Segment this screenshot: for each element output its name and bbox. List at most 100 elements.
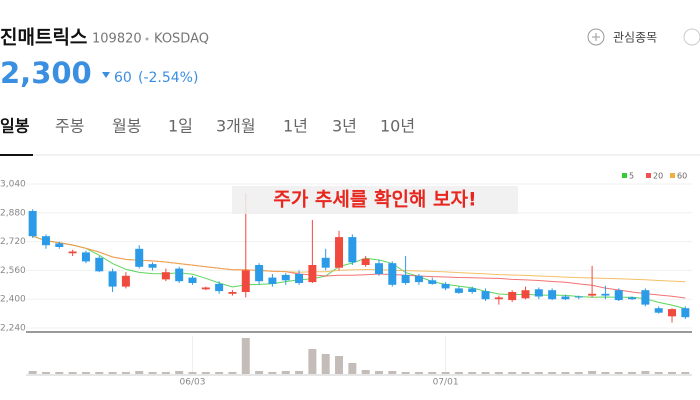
- y-tick-label: 2,400: [0, 295, 26, 305]
- tab[interactable]: 3년: [332, 117, 357, 136]
- volume-bar: [55, 372, 64, 374]
- volume-bar: [348, 363, 357, 374]
- volume-bar: [654, 372, 663, 374]
- candle-body: [348, 237, 357, 263]
- volume-bar: [295, 371, 304, 374]
- volume-bar: [361, 370, 370, 374]
- stock-name: 진매트릭스: [0, 27, 87, 49]
- candle-body: [614, 290, 623, 301]
- candle-body: [201, 287, 210, 290]
- plus: [592, 33, 600, 41]
- volume-bar: [255, 371, 264, 374]
- volume-bar: [215, 372, 224, 374]
- volume-bar: [588, 371, 597, 374]
- volume-bar: [228, 372, 237, 374]
- candle-body: [295, 274, 304, 283]
- volume-bar: [81, 372, 90, 374]
- volume-bar: [668, 372, 677, 374]
- candle-body: [321, 257, 330, 268]
- volume-bar: [414, 372, 423, 374]
- volume-bar: [95, 372, 104, 374]
- legend-label: 60: [677, 172, 687, 181]
- volume-bar: [681, 372, 690, 374]
- candle-body: [241, 270, 250, 292]
- candle-body: [161, 272, 170, 280]
- candle-body: [281, 274, 290, 281]
- volume-bar: [468, 372, 477, 374]
- tab[interactable]: 일봉: [0, 117, 30, 136]
- x-tick-label: 07/01: [433, 378, 459, 388]
- volume-bar: [388, 371, 397, 374]
- candle-body: [574, 296, 583, 298]
- tab[interactable]: 월봉: [112, 117, 141, 136]
- candle-body: [441, 283, 450, 289]
- candle-body: [588, 293, 597, 296]
- candle-body: [308, 265, 317, 283]
- volume-bar: [201, 372, 210, 374]
- tab[interactable]: 3개월: [216, 117, 256, 136]
- more-button[interactable]: [683, 28, 700, 46]
- volume-bar: [641, 371, 650, 374]
- moving-average: [32, 235, 686, 310]
- candle-body: [41, 236, 50, 246]
- volume-bar: [161, 372, 170, 374]
- volume-bar: [548, 372, 557, 374]
- volume-bar: [41, 372, 50, 374]
- volume-bar: [28, 371, 37, 374]
- volume-bar: [508, 372, 517, 374]
- candle-body: [108, 271, 117, 287]
- volume-bar: [175, 371, 184, 374]
- candle-body: [428, 280, 437, 284]
- tab[interactable]: 1년: [283, 117, 308, 136]
- x-tick-label: 06/03: [180, 378, 206, 388]
- candle-body: [454, 288, 463, 293]
- tab[interactable]: 주봉: [55, 117, 84, 136]
- candle-body: [28, 211, 37, 237]
- volume-bar: [148, 372, 157, 374]
- stock-code: 109820: [92, 32, 142, 47]
- candle-body: [654, 308, 663, 313]
- volume-bar: [441, 372, 450, 374]
- volume-bar: [454, 372, 463, 374]
- candle-body: [55, 243, 64, 247]
- candle-body: [148, 264, 157, 268]
- volume-bar: [561, 372, 570, 374]
- volume-bar: [628, 372, 637, 374]
- volume-bar: [601, 372, 610, 374]
- candle-body: [534, 289, 543, 297]
- annotation-bg: [232, 186, 518, 214]
- volume-bar: [374, 371, 383, 374]
- volume-bar: [335, 356, 344, 374]
- candle-body: [561, 296, 570, 300]
- candle-body: [95, 257, 104, 272]
- legend-swatch: [646, 173, 651, 178]
- candle-body: [175, 268, 184, 282]
- down-arrow: [102, 72, 110, 78]
- candle-body: [228, 292, 237, 294]
- candle-body: [681, 308, 690, 318]
- volume-bar: [494, 372, 503, 374]
- candle-body: [628, 297, 637, 300]
- volume-bar: [401, 372, 410, 374]
- candle-body: [468, 288, 477, 292]
- candle-body: [255, 265, 264, 282]
- candle-body: [215, 283, 224, 292]
- volume-bar: [481, 372, 490, 374]
- watch-button[interactable]: 관심종목: [587, 28, 657, 46]
- candle-body: [494, 297, 503, 300]
- volume-bar: [614, 372, 623, 374]
- candle-body: [68, 251, 77, 254]
- candle-body: [508, 292, 517, 301]
- tab[interactable]: 10년: [380, 117, 415, 136]
- tab[interactable]: 1일: [168, 117, 193, 136]
- watch-label[interactable]: 관심종목: [613, 31, 657, 45]
- volume-bar: [281, 371, 290, 374]
- volume-bar: [135, 371, 144, 374]
- volume-bar: [121, 372, 130, 374]
- y-tick-label: 2,240: [0, 324, 26, 334]
- volume-bar: [241, 338, 250, 374]
- volume-bar: [428, 372, 437, 374]
- y-tick-label: 2,880: [0, 208, 26, 218]
